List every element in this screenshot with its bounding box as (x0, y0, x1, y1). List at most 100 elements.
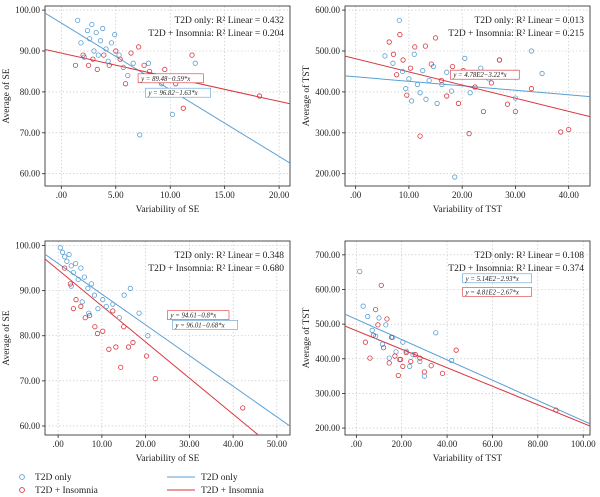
data-point-t2d-only (423, 96, 429, 102)
data-point-t2d-only (376, 315, 382, 321)
legend: T2D only T2D + Insomnia T2D only T2D + Inso… (19, 473, 265, 496)
y-tick-label: 90.00 (20, 46, 41, 56)
y-tick-label: 80.00 (20, 331, 41, 341)
data-point-t2d-only (68, 263, 74, 269)
data-point-t2d-only (403, 86, 409, 92)
data-point-t2d-only (410, 352, 416, 358)
data-point-t2d-insomnia (72, 62, 79, 68)
data-point-t2d-only (390, 60, 396, 66)
data-point-t2d-insomnia (422, 43, 429, 49)
data-point-t2d-insomnia (408, 358, 414, 365)
data-point-t2d-insomnia (412, 44, 418, 50)
data-point-t2d-only (382, 53, 388, 59)
fit-equation-label: y = 96.82−1.63*x (147, 90, 197, 97)
data-point-t2d-insomnia (466, 131, 472, 137)
data-point-t2d-only (386, 355, 392, 361)
plot-frame (44, 240, 291, 436)
data-point-t2d-only (408, 98, 415, 104)
y-tick-label: 60.00 (20, 169, 41, 179)
fit-line-t2d-only (45, 253, 290, 427)
chart-panel-3: .00 10.00 20.00 30.00 40.00 50.00 100.00 90.00 8… (1, 240, 291, 464)
data-point-t2d-insomnia (240, 405, 246, 411)
data-point-t2d-insomnia (558, 129, 564, 135)
data-point-t2d-insomnia (566, 126, 572, 133)
data-point-t2d-only (66, 251, 72, 258)
legend-marker-icon (19, 487, 25, 493)
data-point-t2d-insomnia (67, 281, 73, 287)
data-point-t2d-only (91, 292, 98, 298)
data-point-t2d-insomnia (141, 62, 147, 68)
fit-equation-box (145, 87, 211, 98)
data-point-t2d-insomnia (375, 322, 381, 328)
x-tick-label: 40.00 (223, 439, 244, 449)
chart-panel-1: .00 5.00 10.00 15.00 20.00 100.00 90.00 80.00 70… (1, 5, 291, 215)
y-tick-label: 200.00 (315, 169, 340, 179)
data-point-t2d-insomnia (417, 133, 423, 139)
data-point-t2d-only (539, 70, 545, 77)
x-tick-label: .00 (350, 190, 362, 200)
y-axis-label: Average of TST (301, 65, 312, 126)
r-squared-annotation: T2D only: R² Linear = 0.108 (474, 251, 584, 261)
x-tick-label: 40.00 (559, 190, 580, 200)
data-point-t2d-only (110, 301, 116, 307)
data-point-t2d-insomnia (113, 344, 119, 350)
data-point-t2d-only (121, 292, 127, 298)
y-tick-label: 600.00 (315, 285, 340, 295)
r-squared-annotation: T2D + Insomnia: R² Linear = 0.680 (148, 264, 284, 274)
data-point-t2d-only (406, 76, 412, 82)
fit-equation-box (450, 69, 520, 80)
data-point-t2d-insomnia (106, 62, 112, 68)
data-point-t2d-insomnia (82, 315, 88, 321)
fit-equation-box (167, 310, 230, 320)
data-point-t2d-only (108, 40, 115, 46)
plot-frame (344, 240, 591, 436)
y-tick-label: 60.00 (20, 421, 41, 431)
data-point-t2d-insomnia (496, 57, 503, 63)
data-point-t2d-only (403, 348, 409, 354)
data-point-t2d-only (137, 132, 143, 138)
data-point-t2d-insomnia (106, 346, 112, 352)
data-point-t2d-insomnia (362, 339, 369, 345)
data-point-t2d-only (125, 72, 131, 79)
data-point-t2d-only (59, 249, 66, 255)
data-point-t2d-insomnia (512, 108, 519, 115)
data-point-t2d-only (68, 283, 74, 289)
data-point-t2d-only (84, 27, 91, 34)
data-point-t2d-insomnia (472, 84, 478, 90)
data-point-t2d-insomnia (397, 356, 404, 363)
data-point-t2d-insomnia (136, 44, 142, 50)
x-tick-label: 40.00 (437, 439, 458, 449)
r-squared-annotation: T2D + Insomnia: R² Linear = 0.204 (148, 29, 284, 39)
r-squared-annotation: T2D only: R² Linear = 0.432 (174, 16, 284, 26)
fit-equation-label: y = 4.78E2−3.22*x (452, 72, 506, 79)
data-point-t2d-insomnia (152, 376, 158, 382)
data-point-t2d-only (414, 81, 421, 88)
plot-frame (44, 5, 291, 187)
x-tick-label: 60.00 (482, 439, 503, 449)
data-point-t2d-insomnia (403, 349, 409, 356)
legend-label: T2D + Insomnia (201, 486, 265, 496)
data-point-t2d-insomnia (553, 407, 559, 413)
y-tick-label: 90.00 (20, 286, 41, 296)
data-point-t2d-only (448, 88, 455, 94)
data-point-t2d-insomnia (428, 363, 434, 369)
data-point-t2d-insomnia (128, 50, 134, 56)
data-point-t2d-only (78, 265, 84, 271)
data-point-t2d-insomnia (438, 77, 445, 84)
data-point-t2d-insomnia (100, 328, 106, 334)
data-point-t2d-only (478, 65, 484, 71)
data-point-t2d-insomnia (380, 345, 387, 351)
data-point-t2d-insomnia (85, 62, 92, 68)
fit-equation-label: y = 89.48−0.59*x (140, 76, 190, 83)
x-tick-label: 30.00 (179, 439, 200, 449)
data-point-t2d-insomnia (367, 355, 373, 361)
data-point-t2d-only (103, 303, 109, 310)
data-point-t2d-insomnia (125, 344, 132, 350)
data-point-t2d-only (91, 48, 97, 54)
x-tick-label: 30.00 (505, 190, 526, 200)
data-point-t2d-insomnia (162, 66, 168, 73)
x-tick-label: 50.00 (267, 439, 288, 449)
data-point-t2d-only (512, 95, 519, 101)
data-point-t2d-only (357, 268, 363, 275)
data-point-t2d-insomnia (421, 369, 427, 375)
